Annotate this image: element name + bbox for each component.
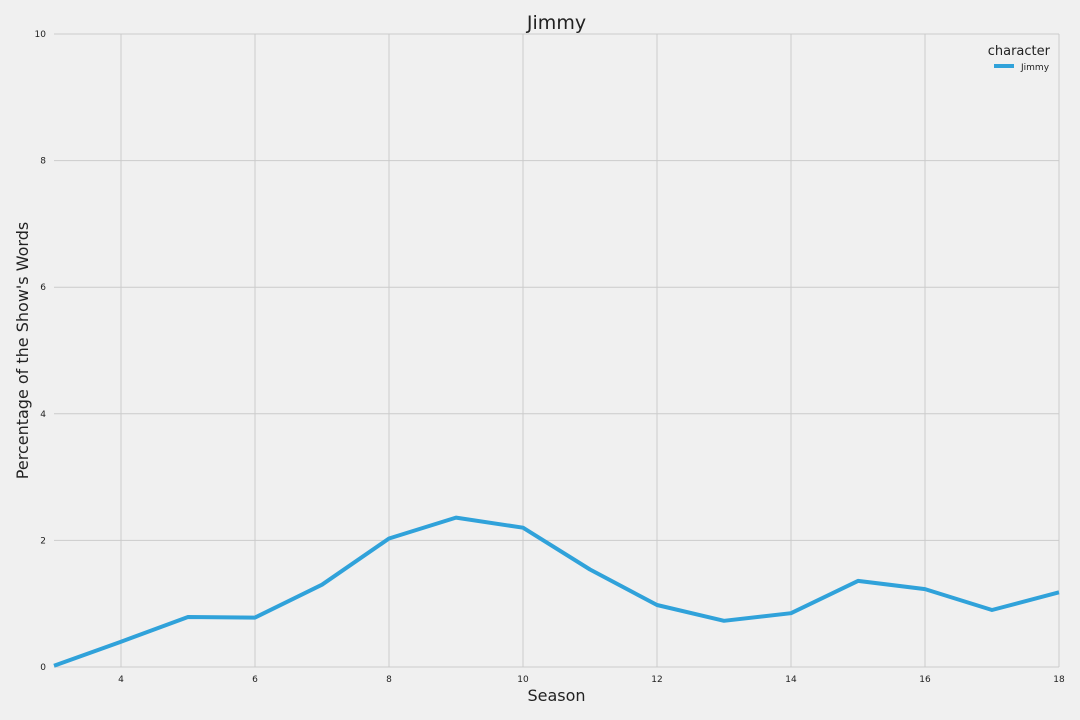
series-layer [53, 515, 1060, 668]
y-tick-label-6: 6 [40, 283, 46, 293]
x-tick-label-12: 12 [651, 675, 662, 685]
x-gridlines [120, 34, 1060, 667]
x-tick-labels: 4 6 8 10 12 14 16 18 [118, 675, 1065, 685]
x-tick-label-6: 6 [252, 675, 258, 685]
y-tick-label-4: 4 [40, 410, 46, 420]
x-tick-label-10: 10 [517, 675, 529, 685]
x-axis-label: Season [527, 686, 585, 705]
y-tick-label-0: 0 [40, 663, 46, 673]
plot-area [54, 34, 1059, 667]
series-line-jimmy [53, 515, 1060, 668]
y-gridlines [54, 33, 1059, 668]
x-tick-label-4: 4 [118, 675, 124, 685]
x-tick-label-14: 14 [785, 675, 797, 685]
x-tick-label-8: 8 [386, 675, 392, 685]
y-tick-label-10: 10 [35, 30, 47, 40]
y-axis-label: Percentage of the Show's Words [13, 222, 32, 479]
legend-entry-jimmy: Jimmy [1020, 63, 1050, 73]
y-tick-labels: 0 2 4 6 8 10 [35, 30, 47, 673]
x-tick-label-18: 18 [1053, 675, 1065, 685]
x-tick-label-16: 16 [919, 675, 931, 685]
legend-title: character [988, 44, 1051, 59]
y-tick-label-8: 8 [40, 157, 46, 167]
y-tick-label-2: 2 [40, 536, 46, 546]
legend: character Jimmy [988, 44, 1051, 73]
chart-title: Jimmy [526, 12, 586, 34]
